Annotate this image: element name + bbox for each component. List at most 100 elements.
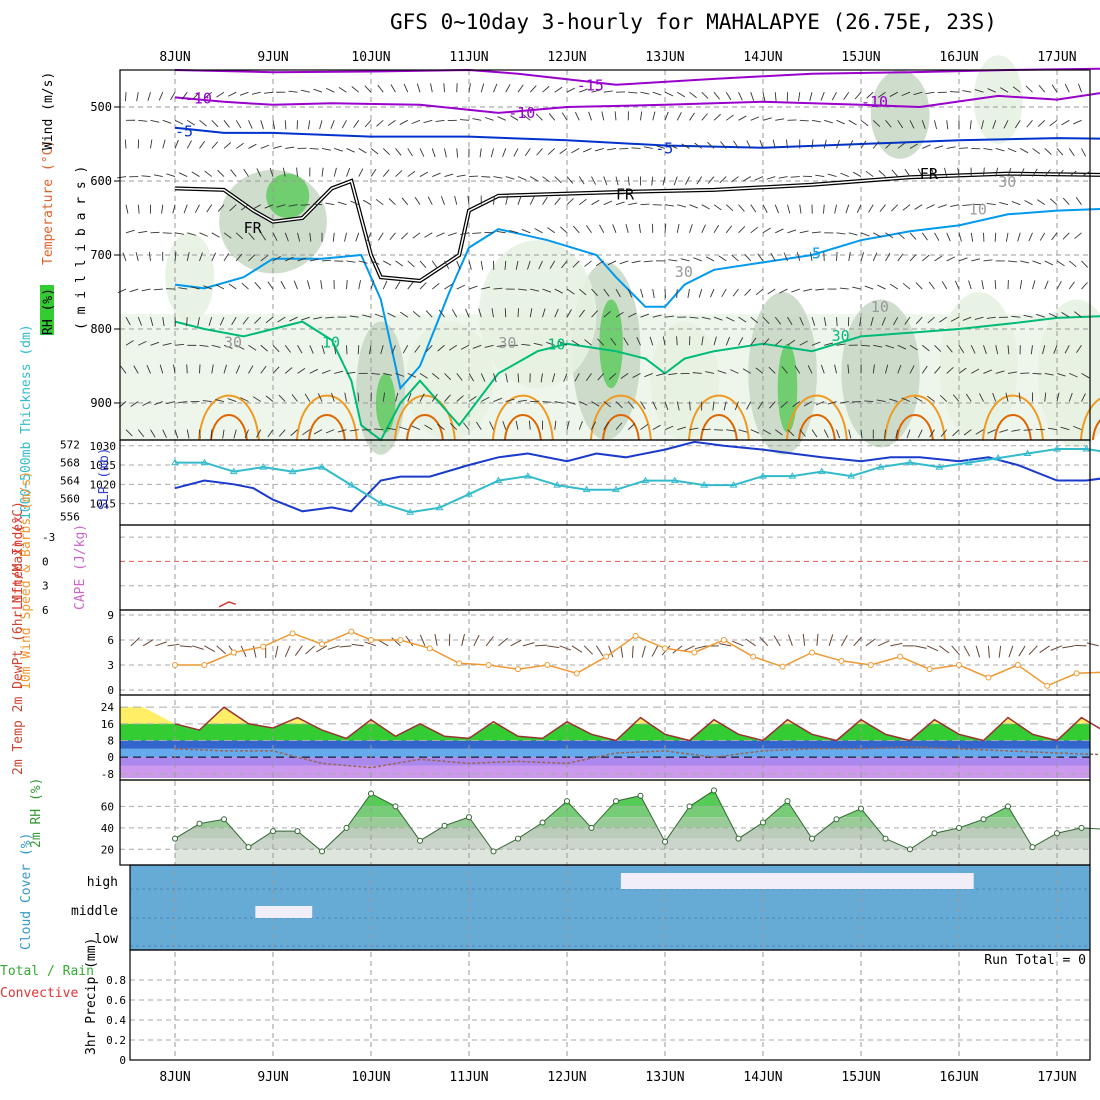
wind-barb xyxy=(267,429,274,438)
temp-mask xyxy=(120,695,1100,741)
rh-point xyxy=(343,824,350,831)
wind-barb xyxy=(280,280,286,290)
wind-barb xyxy=(289,316,298,322)
wind-barb xyxy=(603,176,608,186)
wind-barb xyxy=(254,316,262,324)
wind-barb xyxy=(204,170,213,177)
rh-patch xyxy=(777,343,798,433)
wind-barb xyxy=(125,92,127,102)
wind-barb xyxy=(1020,148,1029,154)
wind-barb xyxy=(957,167,960,177)
wind-barb xyxy=(546,341,555,346)
rh-point xyxy=(588,824,595,831)
wind-barb xyxy=(566,288,575,295)
wind-barb xyxy=(186,140,192,149)
wind-barb xyxy=(480,373,486,382)
isotherm-5 xyxy=(174,207,1100,391)
wind-barb xyxy=(382,392,386,402)
wind-barb xyxy=(873,232,882,238)
wind-barb xyxy=(687,288,690,298)
rh-band xyxy=(175,838,1090,850)
wind-barb xyxy=(787,429,795,437)
wind-barb xyxy=(162,139,166,149)
wind-speed-point xyxy=(662,645,668,652)
contour-label: 10 xyxy=(969,200,987,218)
thickness-point xyxy=(435,503,444,511)
wind-barb xyxy=(1011,315,1021,318)
wind-barb xyxy=(885,232,894,239)
wind-barb xyxy=(579,88,588,93)
wind-barb xyxy=(717,370,727,374)
wind-barb xyxy=(860,119,869,127)
isotherm-15 xyxy=(491,394,554,441)
wind-barb-10m xyxy=(816,633,819,646)
wind-barb xyxy=(615,422,623,430)
wind-barb xyxy=(591,310,598,318)
wind-barb xyxy=(950,204,960,207)
wind-barb xyxy=(718,255,727,262)
wind-barb xyxy=(362,314,372,318)
wind-speed-point xyxy=(1014,662,1021,668)
rh-point xyxy=(1005,803,1011,810)
wind-barb xyxy=(1039,232,1046,241)
wind-barb xyxy=(946,120,949,130)
rh-band xyxy=(175,806,1090,818)
wind-barb xyxy=(362,199,372,206)
wind-barb xyxy=(137,429,145,438)
wind-barb xyxy=(346,148,355,153)
wind-barb xyxy=(137,316,143,326)
wind-barb xyxy=(904,316,911,325)
wind-barb xyxy=(456,174,466,178)
wind-barb xyxy=(579,401,588,406)
wind-barb xyxy=(701,336,704,346)
run-total-label: Run Total = 0 xyxy=(984,953,1086,968)
wind-barb xyxy=(787,339,796,346)
wind-barb xyxy=(811,139,814,149)
wind-barb xyxy=(566,176,574,184)
wind-barb xyxy=(750,337,757,346)
contour-label: -10 xyxy=(861,93,888,111)
wind-barb xyxy=(847,364,850,374)
wind-barb xyxy=(591,421,597,430)
wind-barb-10m xyxy=(719,643,732,647)
wind-barb xyxy=(191,171,200,177)
temp-y-tick: 8 xyxy=(107,735,114,748)
temp-y-tick: 0 xyxy=(107,751,114,764)
wind-barb xyxy=(803,288,813,292)
wind-barb xyxy=(799,316,804,326)
wind-barb xyxy=(1024,200,1033,206)
wind-barb xyxy=(300,89,310,93)
wind-barb xyxy=(638,223,641,233)
wind-barb xyxy=(731,176,739,183)
wind-barb xyxy=(444,148,447,158)
wind-barb xyxy=(865,170,874,177)
wind-barb xyxy=(174,251,177,261)
wind-barb xyxy=(627,401,635,409)
wind-barb-10m xyxy=(510,639,522,647)
wind-barb xyxy=(640,203,650,206)
wind-barb xyxy=(1075,197,1082,205)
wind-barb xyxy=(970,232,974,242)
wind-barb xyxy=(975,429,984,435)
wind-barb xyxy=(481,176,491,178)
wind-barb xyxy=(256,429,262,438)
rh-band xyxy=(175,790,1090,796)
wind-barb xyxy=(174,119,184,125)
wind-barb xyxy=(1007,371,1017,374)
wind-barb xyxy=(203,285,212,290)
wind-barb xyxy=(843,91,850,100)
wind-barb xyxy=(517,373,520,383)
wind-barb xyxy=(325,87,335,93)
wind-barb xyxy=(554,288,563,294)
wind-barb xyxy=(304,393,311,402)
slp-y-tick: 1030 xyxy=(90,440,117,453)
wind-barb-10m xyxy=(130,637,140,647)
precip-y-tick: 0.4 xyxy=(106,1014,126,1027)
thickness-line xyxy=(175,448,1100,514)
wind-barb xyxy=(407,281,414,290)
wind-barb xyxy=(125,229,135,234)
wind-barb xyxy=(811,231,822,234)
wind-barb xyxy=(158,92,164,101)
wind-barb xyxy=(291,394,298,402)
wind-barb xyxy=(824,342,834,346)
